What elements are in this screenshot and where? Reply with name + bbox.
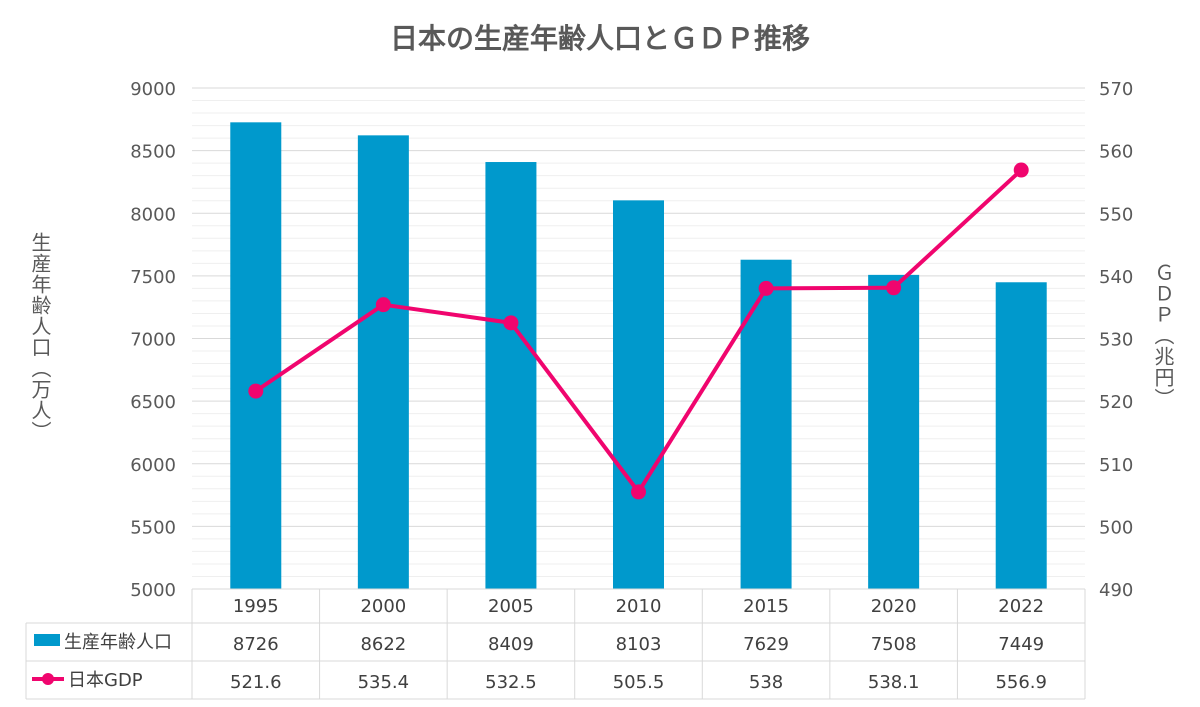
right-tick-label: 530 <box>1099 330 1133 351</box>
bar <box>995 282 1047 589</box>
left-tick-label: 8500 <box>130 142 176 163</box>
left-tick-label: 5500 <box>130 517 176 538</box>
line-legend-marker <box>42 673 54 685</box>
category-label: 1995 <box>233 596 279 617</box>
data-table: 1995 8726 521.6 2000 8622 535.4 2005 8409 532.5 2… <box>25 588 1086 700</box>
bar <box>613 200 664 589</box>
line-value-cell: 538.1 <box>868 672 920 693</box>
bar-value-cell: 7629 <box>743 634 789 655</box>
right-tick-label: 560 <box>1099 142 1133 163</box>
line-series <box>248 162 1029 500</box>
left-tick-label: 6500 <box>130 392 176 413</box>
bar-value-cell: 8103 <box>616 634 662 655</box>
chart-title: 日本の生産年齢人口とＧＤＰ推移 <box>390 22 810 55</box>
right-tick-label: 550 <box>1099 204 1133 225</box>
category-label: 2015 <box>743 596 789 617</box>
line-point <box>375 297 391 313</box>
line-value-cell: 532.5 <box>485 672 537 693</box>
category-label: 2005 <box>488 596 534 617</box>
left-axis-title: 生産年齢人口（万人） <box>28 232 52 442</box>
line-point <box>503 315 519 331</box>
category-label: 2010 <box>616 596 662 617</box>
line-value-cell: 505.5 <box>613 672 665 693</box>
bar-value-cell: 8622 <box>360 634 406 655</box>
left-tick-label: 7000 <box>130 330 176 351</box>
bar <box>485 162 537 589</box>
left-tick-label: 7500 <box>130 267 176 288</box>
bar-value-cell: 7449 <box>998 634 1044 655</box>
right-axis-title: ＧＤＰ（兆円） <box>1151 262 1175 409</box>
right-axis-ticks: 490 500 510 520 530 540 550 560 570 <box>1099 79 1133 601</box>
line-point <box>758 280 774 296</box>
line-point <box>248 383 264 399</box>
bar <box>740 259 792 589</box>
line-value-cell: 521.6 <box>230 672 282 693</box>
bar-legend-label: 生産年齢人口 <box>64 632 172 653</box>
line-value-cell: 535.4 <box>358 672 410 693</box>
line-point <box>886 280 902 296</box>
line-value-cell: 538 <box>749 672 783 693</box>
right-tick-label: 540 <box>1099 267 1133 288</box>
right-tick-label: 510 <box>1099 455 1133 476</box>
category-label: 2000 <box>360 596 406 617</box>
left-axis-ticks: 5000 5500 6000 6500 7000 7500 8000 8500 9000 <box>130 79 176 601</box>
bar-series <box>230 122 1047 590</box>
line-point <box>631 484 646 500</box>
left-tick-label: 9000 <box>130 79 176 100</box>
right-tick-label: 490 <box>1099 580 1133 601</box>
bar <box>868 274 920 589</box>
right-axis-label: ＧＤＰ（兆円） <box>1151 262 1175 409</box>
line-point <box>1013 162 1029 178</box>
bar-value-cell: 7508 <box>871 634 917 655</box>
left-tick-label: 5000 <box>130 580 176 601</box>
bar-value-cell: 8726 <box>233 634 279 655</box>
line-legend-label: 日本GDP <box>68 670 143 691</box>
right-tick-label: 520 <box>1099 392 1133 413</box>
right-tick-label: 500 <box>1099 517 1133 538</box>
bar-value-cell: 8409 <box>488 634 534 655</box>
bar <box>357 135 409 590</box>
category-label: 2020 <box>871 596 917 617</box>
left-tick-label: 6000 <box>130 455 176 476</box>
left-axis-label: 生産年齢人口（万人） <box>28 232 52 442</box>
right-tick-label: 570 <box>1099 79 1133 100</box>
bar-legend-swatch <box>34 634 60 646</box>
left-tick-label: 8000 <box>130 204 176 225</box>
line-value-cell: 556.9 <box>995 672 1047 693</box>
bar <box>230 122 282 590</box>
category-label: 2022 <box>998 596 1044 617</box>
